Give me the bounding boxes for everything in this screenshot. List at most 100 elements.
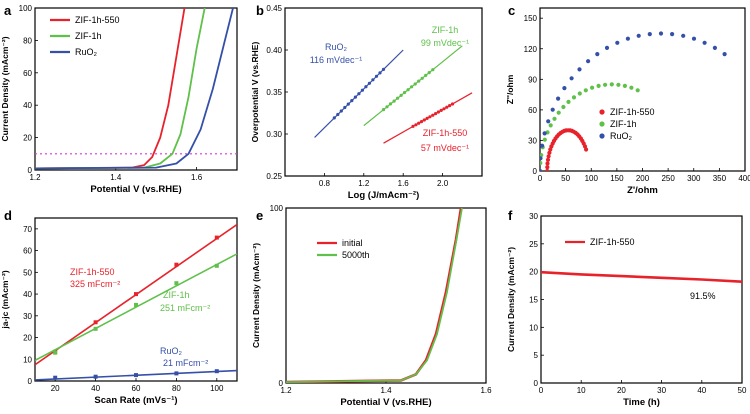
x-tick-label: 80 [172,384,181,393]
data-point [584,147,589,152]
data-point [681,33,686,38]
data-point [424,73,428,77]
axes-frame [540,215,743,384]
y-tick-label: 50 [23,268,32,277]
y-tick-label: 20 [529,268,538,277]
x-tick-label: 1.6 [191,173,203,182]
data-point [436,110,440,114]
series-name: ZIF-1h-550 [70,267,115,277]
data-point [367,81,371,85]
data-point [53,375,58,380]
data-point [445,105,449,109]
panel-label: f [508,208,513,223]
series-line-RuO₂ [35,8,234,170]
capacitance-value: 251 mFcm⁻² [160,303,210,313]
x-tick-label: 200 [636,174,650,183]
data-point [546,154,551,159]
data-point [625,36,631,41]
data-point [616,82,621,87]
x-tick-label: 50 [561,174,570,183]
y-tick-label: 0 [28,166,33,175]
capacitance-value: 21 mFcm⁻² [163,358,208,368]
x-tick-label: 40 [91,384,100,393]
series-line-5000th [286,208,463,383]
data-point [548,123,553,128]
data-point [590,85,595,90]
data-point [420,76,424,80]
x-tick-label: 2.0 [437,179,449,188]
x-tick-label: 1.6 [480,386,492,395]
panel-label: a [4,3,12,18]
panel-label: e [256,208,263,223]
data-point [214,235,219,240]
data-point [413,82,417,86]
data-point [385,105,389,109]
axes-frame [34,7,238,171]
x-tick-label: 0 [538,174,543,183]
data-point [545,168,550,171]
data-point [702,40,707,45]
x-tick-label: 1.6 [398,179,410,188]
annotation-name: ZIF-1h [432,25,459,35]
data-point [422,118,426,122]
x-tick-label: 100 [585,174,599,183]
data-point [411,124,415,128]
fit-line-ZIF-1h [363,45,463,127]
y-tick-label: 100 [270,204,284,213]
data-point [406,88,410,92]
legend-entry: RuO₂ [610,131,633,141]
legend-entry-marker [599,133,605,139]
y-tick-label: 40 [23,290,32,299]
data-point [540,156,543,161]
data-point [371,78,375,82]
data-point [427,71,431,75]
y-tick-label: 15 [529,296,538,305]
fit-line-ZIF-1h [35,253,237,362]
data-point [381,108,386,112]
data-point [540,153,544,158]
y-tick-label: 0.35 [266,88,282,97]
panel-e: e 1.2 1.4 1.6 0 100 Potential V (vs.RHE) Curren… [251,204,492,408]
data-point [381,67,386,71]
legend-entry: ZIF-1h [75,31,102,41]
data-point [414,123,418,127]
y-tick-label: 0 [534,379,539,388]
data-point [629,85,634,90]
data-point [403,90,407,95]
data-point [419,120,424,124]
y-axis-label: Current Density (mAcm⁻²) [506,247,516,352]
data-point [545,157,551,162]
y-tick-label: 0 [28,377,33,386]
x-tick-label: 1.2 [29,173,41,182]
x-axis-label: Scan Rate (mVs⁻¹) [94,395,177,406]
data-point [556,110,561,115]
panel-label: d [4,208,12,223]
x-tick-label: 300 [687,174,701,183]
data-point [134,302,138,307]
x-axis-label: Potential V (vs.RHE) [90,184,181,195]
data-point [540,168,543,171]
y-axis-label: Z''/ohm [505,74,515,104]
x-tick-label: 0 [539,386,544,395]
data-point [93,320,98,325]
x-tick-label: 250 [661,174,675,183]
y-tick-label: 60 [528,106,537,115]
data-point [360,88,364,92]
data-point [442,107,446,111]
series-name: RuO₂ [160,346,183,356]
x-axis-label: Potential V (vs.RHE) [340,397,431,408]
x-tick-label: 1.2 [280,386,292,395]
data-point [586,59,591,64]
y-tick-label: 70 [23,225,32,234]
data-point [542,137,547,142]
annotation-value: 99 mVdec⁻¹ [421,38,469,48]
data-point [596,83,601,88]
data-point [53,350,58,355]
y-tick-label: 40 [23,101,32,110]
data-point [374,74,379,78]
y-tick-label: 30 [529,212,538,221]
y-tick-label: 150 [524,14,538,23]
data-point [550,107,555,112]
y-tick-label: 0.45 [266,4,282,13]
